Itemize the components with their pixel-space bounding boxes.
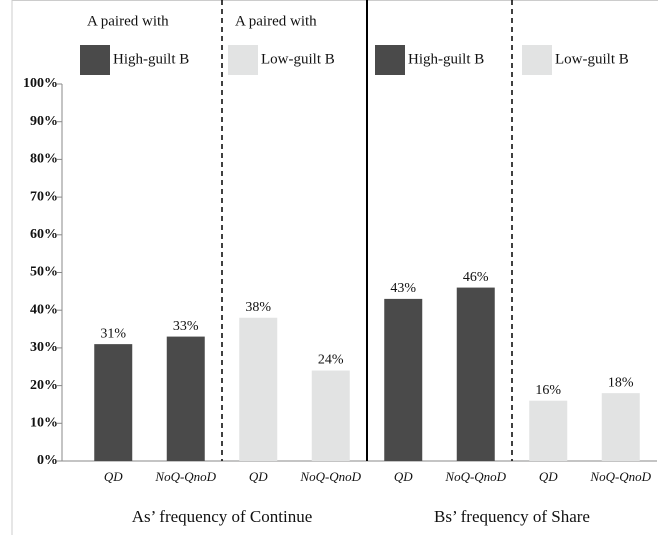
bar <box>94 344 133 461</box>
legend-label: High-guilt B <box>113 51 189 67</box>
bar <box>456 287 495 461</box>
x-tick-label: NoQ-QnoD <box>154 469 216 484</box>
bar <box>384 298 423 461</box>
legend-swatch <box>80 45 110 75</box>
y-tick-label: 30% <box>30 340 58 355</box>
y-tick-label: 50% <box>30 265 58 280</box>
x-tick-label: QD <box>394 469 413 484</box>
group-label: As’ frequency of Continue <box>132 507 313 526</box>
legend-label: Low-guilt B <box>261 51 335 67</box>
x-tick-label: QD <box>104 469 123 484</box>
y-tick-label: 40% <box>30 302 58 317</box>
value-label: 31% <box>100 326 126 341</box>
legend-swatch <box>228 45 258 75</box>
bar <box>601 393 640 461</box>
legend-label: Low-guilt B <box>555 51 629 67</box>
value-label: 24% <box>318 353 344 368</box>
y-tick-label: 10% <box>30 416 58 431</box>
y-tick-label: 90% <box>30 114 58 129</box>
y-tick-label: 20% <box>30 378 58 393</box>
x-tick-label: NoQ-QnoD <box>299 469 361 484</box>
x-tick-label: QD <box>249 469 268 484</box>
legend-header: A paired with <box>235 13 317 29</box>
y-tick-label: 100% <box>23 76 58 91</box>
y-tick-label: 70% <box>30 189 58 204</box>
legend-label: High-guilt B <box>408 51 484 67</box>
legend-swatch <box>522 45 552 75</box>
bar <box>311 370 350 461</box>
value-label: 33% <box>173 319 199 334</box>
value-label: 38% <box>245 300 271 315</box>
y-tick-label: 80% <box>30 152 58 167</box>
x-tick-label: NoQ-QnoD <box>444 469 506 484</box>
y-tick-label: 60% <box>30 227 58 242</box>
value-label: 46% <box>463 270 489 285</box>
bar <box>166 336 205 461</box>
legend-swatch <box>375 45 405 75</box>
x-tick-label: NoQ-QnoD <box>589 469 651 484</box>
bar <box>239 317 278 461</box>
value-label: 43% <box>390 281 416 296</box>
value-label: 16% <box>535 383 561 398</box>
group-label: Bs’ frequency of Share <box>434 507 590 526</box>
legend-header: A paired with <box>87 13 169 29</box>
x-tick-label: QD <box>539 469 558 484</box>
value-label: 18% <box>608 375 634 390</box>
y-tick-label: 0% <box>37 453 58 468</box>
bar <box>529 400 568 461</box>
